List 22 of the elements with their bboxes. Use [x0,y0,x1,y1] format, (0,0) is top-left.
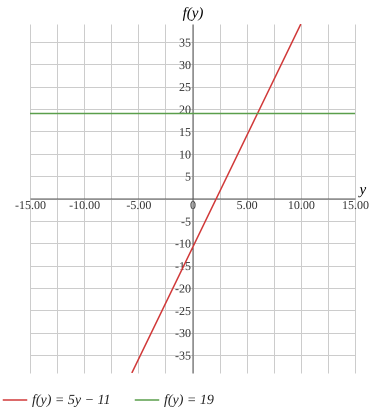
x-tick-label: 15.00 [342,198,369,212]
x-axis-title: y [358,182,366,198]
x-tick-label: 5.00 [236,198,258,212]
x-tick-label: -10.00 [69,198,100,212]
x-tick-label: 10.00 [288,198,315,212]
y-tick-label: -25 [175,304,191,318]
x-tick-label: -5.00 [126,198,152,212]
y-tick-label: -20 [175,281,191,296]
x-tick-label: -15.00 [15,198,46,212]
y-tick-label: 35 [179,35,191,50]
y-tick-label: -35 [175,348,191,363]
y-axis-title: f(y) [182,6,204,22]
y-tick-label: 5 [185,170,191,184]
y-tick-label: 30 [179,58,191,72]
legend-label: f(y) = 5y − 11 [32,393,110,408]
y-tick-label: -10 [175,236,191,251]
legend-label: f(y) = 19 [164,393,214,408]
y-tick-label: 10 [179,147,191,162]
y-tick-label: 15 [179,124,191,139]
y-tick-label: -5 [181,214,191,228]
y-tick-label: -30 [175,326,191,340]
y-tick-label: 25 [179,80,191,94]
